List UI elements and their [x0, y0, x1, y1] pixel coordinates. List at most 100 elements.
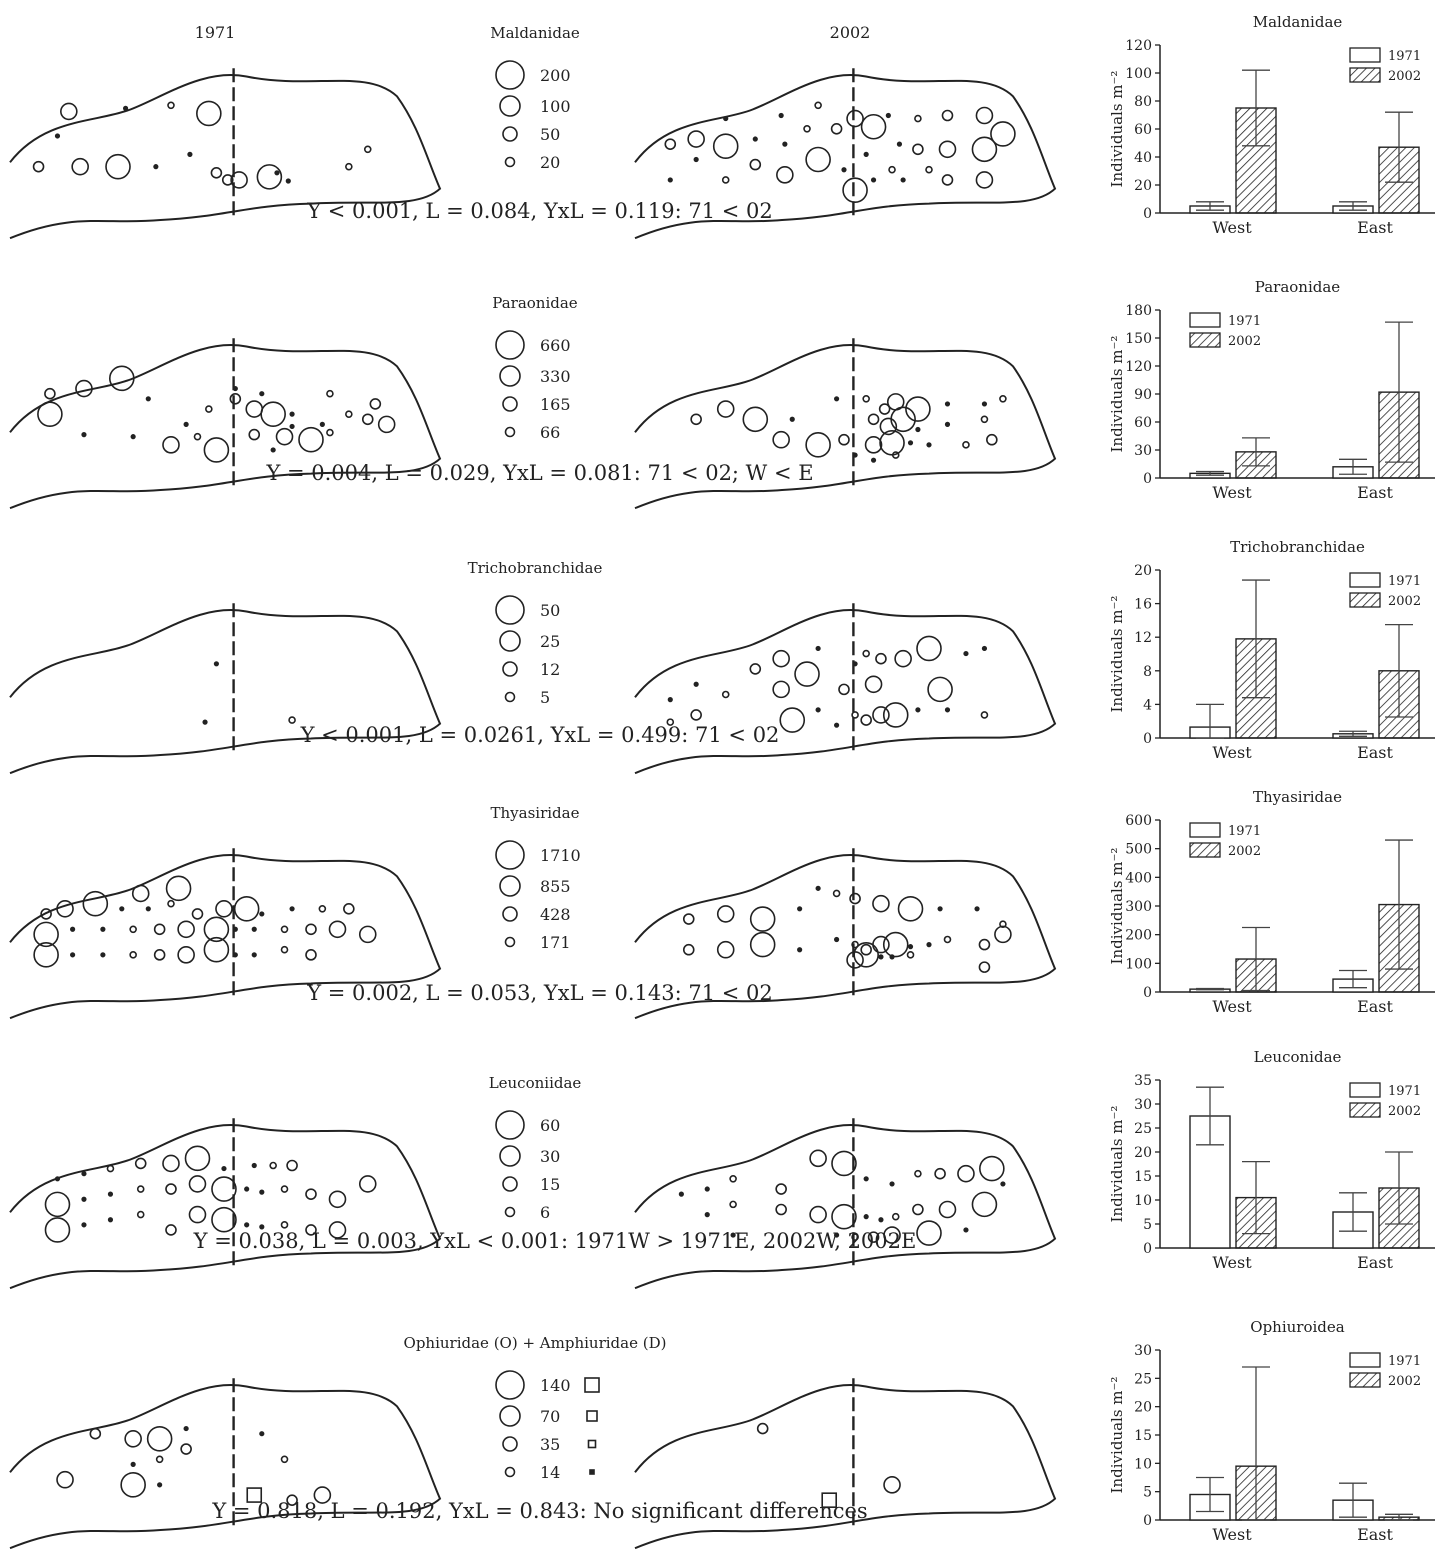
legend-value: 14	[540, 1463, 560, 1482]
y-tick-label: 100	[1125, 66, 1152, 82]
station-circle	[377, 415, 396, 434]
station-circle	[145, 906, 151, 912]
x-tick-label: East	[1357, 218, 1393, 237]
station-circle	[838, 433, 850, 446]
station-circle	[749, 663, 762, 675]
legend-square	[586, 1410, 598, 1422]
station-circle	[305, 1224, 317, 1236]
legend-label-1971: 1971	[1228, 824, 1261, 839]
map-1971	[9, 848, 442, 1020]
station-circle	[814, 101, 822, 110]
y-tick-label: 0	[1143, 471, 1152, 487]
legend-circle	[495, 595, 525, 625]
station-circle	[244, 1222, 250, 1228]
station-circle	[180, 1443, 192, 1455]
legend-label-2002: 2002	[1388, 1374, 1421, 1389]
station-circle	[742, 406, 769, 433]
station-circle	[157, 1482, 163, 1488]
station-circle	[259, 1224, 265, 1230]
station-circle	[981, 645, 988, 652]
station-square	[246, 1487, 263, 1503]
y-tick-label: 0	[1143, 1241, 1152, 1257]
y-tick-label: 30	[1134, 1097, 1152, 1113]
legend-title: Ophiuridae (O) + Amphiuridae (D)	[404, 1334, 667, 1352]
station-circle	[862, 395, 870, 403]
map-1971	[9, 68, 442, 240]
station-circle	[704, 1212, 710, 1218]
station-circle	[177, 920, 195, 939]
station-circle	[122, 105, 129, 111]
legend-swatch-1971	[1349, 47, 1381, 63]
station-circle	[831, 1150, 857, 1177]
y-tick-label: 80	[1134, 94, 1152, 110]
station-circle	[280, 1455, 289, 1464]
station-circle	[690, 709, 702, 721]
station-circle	[864, 436, 883, 454]
station-circle	[863, 1176, 869, 1182]
y-tick-label: 40	[1134, 150, 1152, 166]
station-circle	[716, 400, 735, 418]
x-tick-label: West	[1212, 997, 1252, 1016]
station-circle	[891, 1212, 900, 1221]
station-circle	[313, 1486, 332, 1504]
map-outline	[634, 1384, 1057, 1550]
legend-value: 855	[540, 877, 571, 896]
station-circle	[211, 1206, 237, 1233]
y-axis-label: Individuals m⁻²	[1108, 336, 1126, 453]
station-circle	[56, 900, 74, 918]
station-circle	[809, 1205, 827, 1224]
station-circle	[981, 401, 988, 407]
station-circle	[345, 410, 353, 418]
station-circle	[872, 935, 890, 954]
station-circle	[693, 681, 699, 687]
station-circle	[345, 162, 353, 171]
station-circle	[934, 1167, 946, 1180]
y-tick-label: 60	[1134, 122, 1152, 138]
y-tick-label: 120	[1125, 359, 1152, 375]
legend-label-2002: 2002	[1228, 844, 1261, 859]
legend-circle	[502, 906, 518, 922]
y-tick-label: 60	[1134, 415, 1152, 431]
station-circle	[134, 1157, 147, 1170]
station-circle	[56, 1470, 74, 1489]
size-legend: Paraonidae 660 330 165 66	[492, 294, 578, 442]
map-2002	[634, 603, 1057, 775]
x-tick-label: East	[1357, 1253, 1393, 1272]
station-circle	[907, 944, 914, 950]
station-circle	[256, 164, 283, 190]
legend-label-2002: 2002	[1388, 1104, 1421, 1119]
x-tick-label: West	[1212, 1525, 1252, 1544]
y-tick-label: 20	[1134, 563, 1152, 579]
station-circle	[906, 951, 915, 959]
station-circle	[926, 442, 932, 448]
x-tick-label: West	[1212, 483, 1252, 502]
station-circle	[260, 401, 286, 427]
y-tick-label: 180	[1125, 303, 1152, 319]
station-circle	[779, 707, 806, 733]
legend-value: 140	[540, 1376, 571, 1395]
station-circle	[105, 153, 131, 180]
station-circle	[944, 707, 951, 713]
y-tick-label: 600	[1125, 813, 1152, 829]
station-circle	[177, 946, 195, 964]
station-circle	[666, 718, 675, 726]
legend-value: 428	[540, 905, 571, 924]
station-circle	[289, 411, 295, 417]
station-circle	[89, 1427, 102, 1440]
station-circle	[957, 1164, 975, 1183]
station-circle	[916, 1220, 942, 1246]
size-legend: Maldanidae 200 100 50 20	[490, 24, 580, 172]
station-circle	[980, 415, 989, 424]
station-circle	[100, 926, 106, 932]
station-circle	[891, 451, 900, 459]
station-circle	[44, 1217, 71, 1243]
station-circle	[721, 690, 730, 699]
station-circle	[187, 151, 193, 157]
legend-label-2002: 2002	[1228, 334, 1261, 349]
station-circle	[131, 884, 150, 903]
station-circle	[248, 428, 261, 441]
y-tick-label: 8	[1143, 664, 1152, 680]
station-circle	[153, 923, 166, 936]
station-circle	[889, 1181, 895, 1187]
station-circle	[221, 174, 234, 186]
